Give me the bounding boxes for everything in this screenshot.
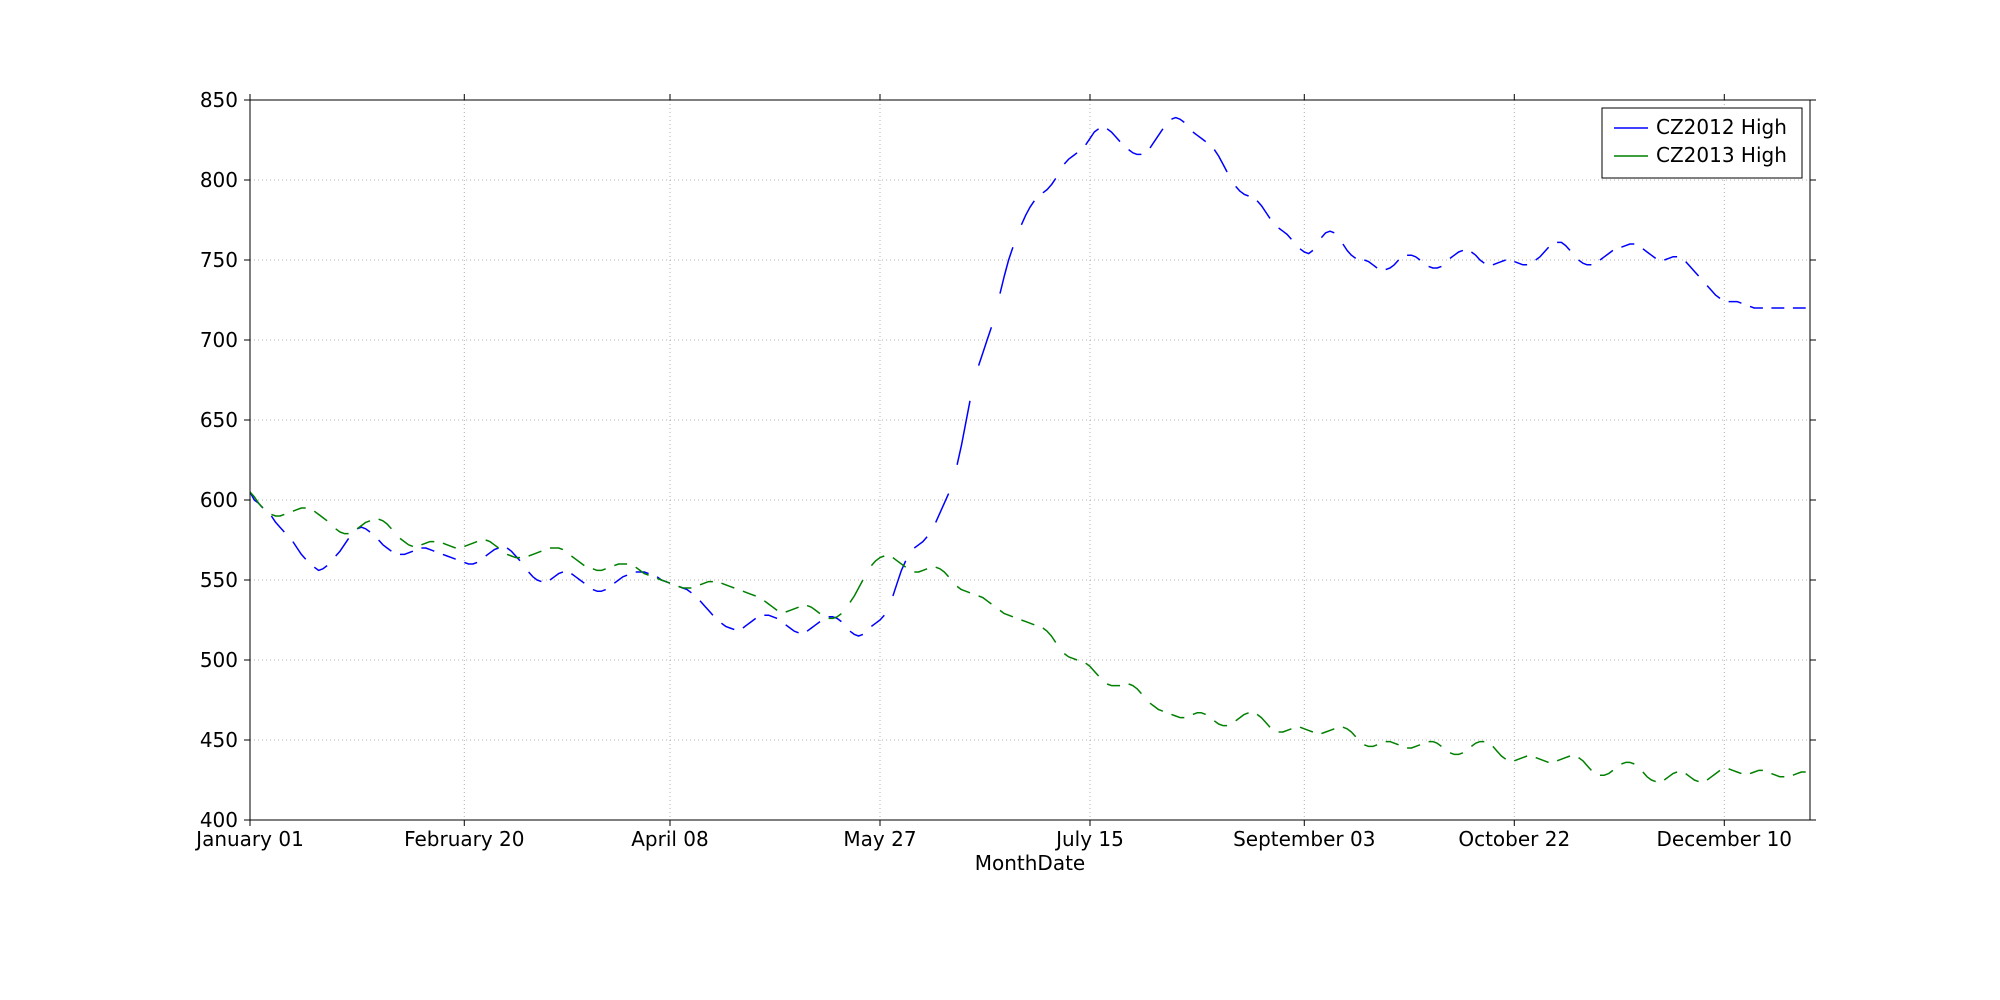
y-tick-label-9: 850 (200, 88, 238, 112)
x-tick-label-5: September 03 (1233, 827, 1375, 851)
x-tick-label-3: May 27 (843, 827, 916, 851)
x-tick-label-6: October 22 (1458, 827, 1570, 851)
x-tick-label-2: April 08 (631, 827, 709, 851)
legend-item-0: CZ2012 High (1656, 115, 1787, 139)
x-tick-label-1: February 20 (404, 827, 524, 851)
y-tick-label-3: 550 (200, 568, 238, 592)
legend-item-1: CZ2013 High (1656, 143, 1787, 167)
y-tick-label-1: 450 (200, 728, 238, 752)
y-tick-label-4: 600 (200, 488, 238, 512)
y-tick-label-7: 750 (200, 248, 238, 272)
x-tick-label-4: July 15 (1054, 827, 1124, 851)
x-axis-label: MonthDate (975, 851, 1086, 875)
y-tick-label-6: 700 (200, 328, 238, 352)
y-tick-label-5: 650 (200, 408, 238, 432)
legend: CZ2012 High CZ2013 High (1602, 108, 1802, 178)
chart-svg: January 01February 20April 08May 27July … (0, 0, 2000, 1000)
y-tick-label-8: 800 (200, 168, 238, 192)
x-tick-label-7: December 10 (1657, 827, 1793, 851)
y-tick-label-0: 400 (200, 808, 238, 832)
y-tick-label-2: 500 (200, 648, 238, 672)
chart-root: January 01February 20April 08May 27July … (0, 0, 2000, 1000)
